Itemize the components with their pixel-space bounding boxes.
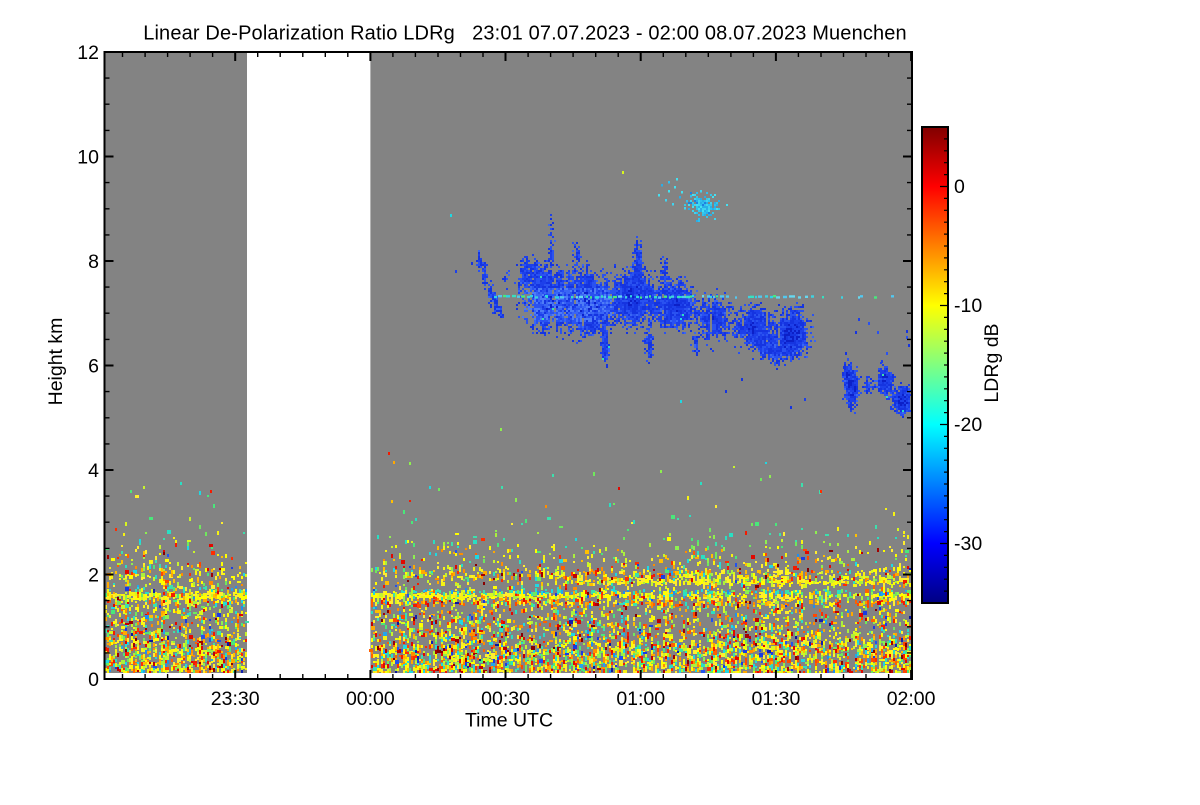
svg-text:Linear De-Polarization Ratio L: Linear De-Polarization Ratio LDRg 23:01 … [143, 23, 907, 45]
svg-text:0: 0 [954, 176, 965, 198]
svg-text:4: 4 [88, 460, 99, 482]
svg-text:23:30: 23:30 [211, 688, 260, 710]
svg-text:2: 2 [88, 565, 99, 587]
svg-text:12: 12 [77, 42, 99, 64]
svg-text:-20: -20 [954, 414, 982, 436]
svg-text:Height km: Height km [45, 318, 67, 406]
svg-text:6: 6 [88, 356, 99, 378]
svg-text:Time UTC: Time UTC [465, 710, 553, 732]
svg-text:0: 0 [88, 669, 99, 691]
svg-text:LDRg dB: LDRg dB [981, 323, 1003, 402]
svg-text:00:00: 00:00 [346, 688, 395, 710]
svg-text:01:00: 01:00 [616, 688, 665, 710]
svg-text:10: 10 [77, 147, 99, 169]
svg-text:8: 8 [88, 251, 99, 273]
svg-text:-30: -30 [954, 533, 982, 555]
svg-text:01:30: 01:30 [752, 688, 801, 710]
svg-text:02:00: 02:00 [887, 688, 936, 710]
svg-text:-10: -10 [954, 295, 982, 317]
svg-text:00:30: 00:30 [481, 688, 530, 710]
